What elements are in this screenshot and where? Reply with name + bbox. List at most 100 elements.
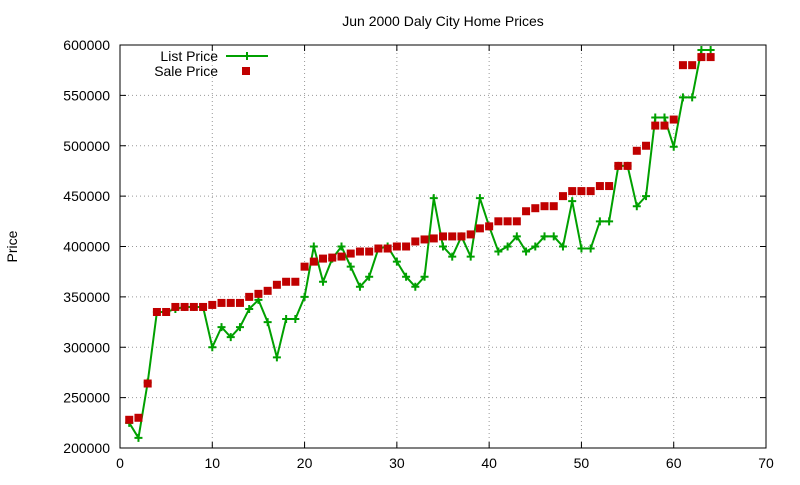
list-price-point [577, 244, 586, 253]
sale-price-point [346, 249, 355, 258]
x-tick-label: 30 [389, 455, 405, 471]
sale-price-point [143, 379, 152, 388]
sale-price-point [439, 232, 447, 241]
list-price-point [531, 242, 540, 251]
sale-price-point [355, 247, 364, 256]
axis-layer: 0 10 20 30 40 50 60 70 200000 250000 300000 350000 4… [63, 37, 774, 471]
sale-price-point [411, 237, 420, 246]
sale-price-point [448, 232, 457, 241]
sale-price-point [180, 302, 189, 311]
sale-price-point [199, 302, 208, 311]
x-tick-label: 50 [574, 455, 590, 471]
sale-price-point [540, 202, 549, 211]
sale-price-point [688, 61, 697, 70]
sale-price-point [466, 230, 475, 239]
x-tick-label: 10 [204, 455, 220, 471]
list-price-point [522, 247, 531, 256]
sale-price-point [291, 277, 300, 286]
sale-price-point [300, 262, 309, 271]
sale-price-point [660, 121, 669, 130]
list-price-point [669, 142, 678, 151]
sale-price-point [226, 298, 235, 307]
list-price-point [319, 277, 328, 286]
sale-price-point [549, 202, 558, 211]
sale-price-point [632, 146, 641, 155]
sale-price-point [217, 298, 226, 307]
list-price-point [300, 292, 309, 301]
sale-price-point [125, 415, 134, 424]
x-tick-label: 70 [758, 455, 774, 471]
sale-price-point [272, 280, 281, 289]
list-price-point [475, 194, 484, 203]
x-tick-label: 40 [481, 455, 497, 471]
x-tick-label: 0 [116, 455, 124, 471]
sale-price-point [475, 224, 484, 233]
legend-label-list-price: List Price [160, 48, 218, 64]
sale-price-point [669, 115, 678, 124]
sale-price-point [328, 253, 337, 262]
y-tick-label: 350000 [63, 289, 110, 305]
sale-price-point [402, 242, 411, 251]
y-tick-label: 500000 [63, 138, 110, 154]
list-price-point [282, 315, 291, 324]
sale-price-point [189, 302, 198, 311]
list-price-point [688, 93, 697, 102]
list-price-point [586, 244, 595, 253]
list-price-point [439, 242, 447, 251]
list-price-point [402, 272, 411, 281]
list-price-point [503, 242, 512, 251]
sale-price-point [678, 61, 687, 70]
list-price-point [642, 192, 651, 201]
sale-price-point [365, 247, 374, 256]
sale-price-point [429, 234, 438, 243]
sale-price-point [503, 217, 512, 226]
y-tick-label: 600000 [63, 37, 110, 53]
list-price-point [706, 46, 715, 55]
sale-price-point [245, 292, 254, 301]
list-price-point [466, 252, 475, 261]
sale-price-point [558, 192, 567, 201]
chart-title: Jun 2000 Daly City Home Prices [342, 13, 544, 29]
sale-price-point [651, 121, 660, 130]
list-price-point [429, 194, 438, 203]
sale-price-point [512, 217, 521, 226]
list-price-point [651, 113, 660, 122]
list-price-point [697, 46, 706, 55]
sale-price-point [152, 307, 161, 316]
list-price-point [346, 262, 355, 271]
sale-price-point [642, 141, 651, 150]
list-price-point [226, 333, 235, 342]
list-price-point [208, 343, 217, 352]
list-price-point [355, 282, 364, 291]
list-price-point [494, 247, 503, 256]
list-price-point [660, 113, 669, 122]
sale-price-point [605, 182, 614, 191]
list-price-point [549, 232, 558, 241]
sale-price-point [531, 204, 540, 213]
sale-price-point [586, 187, 595, 196]
list-price-point [448, 252, 457, 261]
y-tick-label: 300000 [63, 339, 110, 355]
list-price-point [420, 272, 429, 281]
sale-price-point [309, 257, 318, 266]
list-price-point [217, 323, 226, 332]
list-price-point [558, 242, 567, 251]
sale-price-point [457, 232, 466, 241]
sale-price-point [706, 53, 715, 62]
sale-price-point [420, 235, 429, 244]
sale-price-point [494, 217, 503, 226]
list-price-point [134, 433, 143, 442]
list-price-point [411, 282, 420, 291]
series-layer [125, 46, 715, 442]
sale-price-point [208, 300, 217, 309]
x-tick-label: 20 [297, 455, 313, 471]
y-tick-label: 250000 [63, 390, 110, 406]
sale-price-point [697, 53, 706, 62]
list-price-point [291, 315, 300, 324]
list-price-line [128, 49, 711, 441]
list-price-point [365, 272, 374, 281]
list-price-point [632, 202, 641, 211]
sale-price-point [254, 289, 263, 298]
list-price-point [568, 197, 577, 206]
